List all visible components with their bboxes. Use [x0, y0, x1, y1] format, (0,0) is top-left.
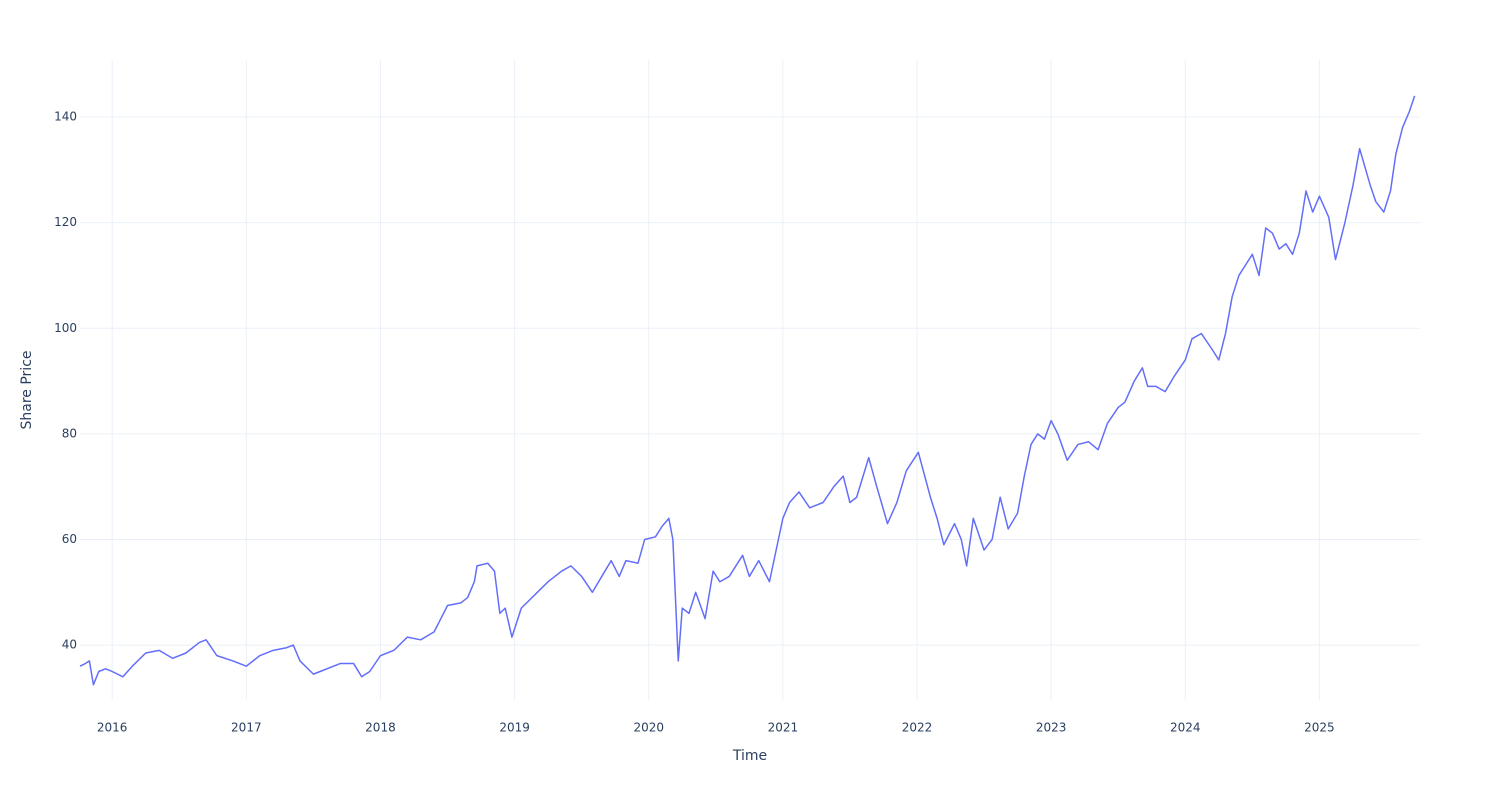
x-tick-label: 2016	[97, 721, 128, 735]
x-tick-label: 2021	[768, 721, 799, 735]
x-tick-label: 2018	[365, 721, 396, 735]
x-tick-label: 2020	[633, 721, 664, 735]
x-tick-label: 2017	[231, 721, 262, 735]
y-tick-label: 80	[62, 426, 77, 440]
y-tick-label: 140	[54, 110, 77, 124]
y-axis-title: Share Price	[19, 350, 35, 429]
y-tick-label: 120	[54, 215, 77, 229]
x-tick-label: 2023	[1036, 721, 1067, 735]
price-line	[79, 95, 1416, 686]
x-axis-title: Time	[732, 748, 767, 764]
x-tick-label: 2024	[1170, 721, 1201, 735]
x-tick-label: 2025	[1304, 721, 1335, 735]
y-tick-label: 100	[54, 321, 77, 335]
y-tick-label: 60	[62, 532, 77, 546]
x-tick-label: 2022	[902, 721, 933, 735]
y-tick-label: 40	[62, 638, 77, 652]
x-tick-label: 2019	[499, 721, 530, 735]
